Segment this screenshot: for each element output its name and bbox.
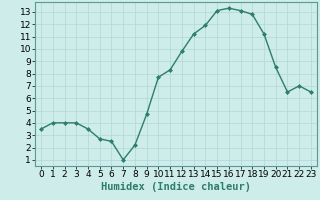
X-axis label: Humidex (Indice chaleur): Humidex (Indice chaleur) [101,182,251,192]
